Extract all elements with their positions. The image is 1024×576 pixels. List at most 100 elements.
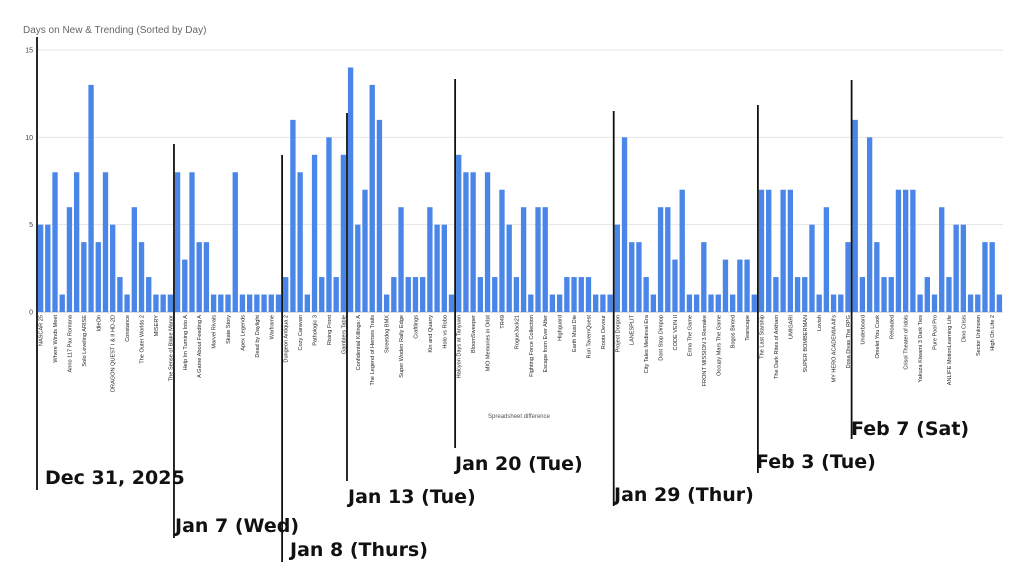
bar	[355, 224, 361, 312]
date-marker-label: Feb 7 (Sat)	[851, 418, 969, 440]
x-tick-label: High On Life 2	[990, 315, 996, 351]
bar	[319, 277, 325, 312]
bar	[153, 294, 159, 312]
bar	[693, 294, 700, 312]
bar	[225, 294, 231, 312]
x-tick-label: The Sense of Blake Manor	[168, 315, 174, 381]
bar	[629, 242, 635, 312]
x-tick-label: Lovish	[817, 315, 823, 331]
x-tick-label: Kin and Quarry	[428, 315, 434, 353]
x-tick-label: Bogos Binted	[731, 315, 737, 348]
x-tick-label: Erma The Game	[687, 315, 693, 356]
x-tick-label: BloomSweeper	[471, 315, 477, 353]
bar	[59, 294, 65, 312]
x-tick-label: Dino Crisis	[961, 315, 967, 342]
bar	[672, 259, 678, 312]
bar	[326, 137, 332, 312]
bar	[456, 154, 462, 312]
bar	[138, 242, 145, 312]
bar	[81, 242, 87, 312]
bar	[838, 294, 844, 312]
bar	[809, 224, 815, 312]
x-tick-label: DRAGON QUEST I & II HD-2D	[111, 315, 117, 392]
bar	[686, 294, 693, 312]
bar	[665, 207, 671, 312]
bar	[787, 189, 793, 312]
bar	[874, 242, 880, 312]
date-marker-label: Jan 29 (Thur)	[612, 484, 754, 506]
y-tick-label: 0	[29, 310, 33, 317]
bar	[910, 189, 916, 312]
bar	[852, 119, 858, 313]
date-marker-label: Jan 20 (Tue)	[453, 453, 583, 475]
bar	[304, 294, 310, 312]
x-tick-label: RogueJack21	[514, 315, 520, 349]
x-tick-label: Tearscape	[745, 315, 751, 341]
x-tick-label: Apex Legends	[240, 315, 246, 351]
bar	[744, 259, 750, 312]
date-marker-label: Jan 8 (Thurs)	[288, 539, 428, 561]
bar	[607, 294, 613, 312]
x-tick-label: Marvel Rivals	[212, 315, 218, 349]
x-tick-label: Roots Devour	[601, 315, 607, 349]
bar	[953, 224, 959, 312]
x-tick-label: Sector Unknown	[976, 315, 982, 356]
bar	[845, 242, 851, 312]
bar	[376, 119, 383, 313]
bar	[484, 172, 491, 312]
bar	[196, 242, 202, 312]
x-tick-label: Solo Leveling ARISE	[82, 315, 88, 367]
x-tick-label: Streetdog BMX	[385, 315, 391, 353]
x-tick-label: Holo vs Robo	[442, 315, 448, 349]
bar	[405, 277, 411, 312]
bar	[679, 189, 685, 312]
bar	[492, 277, 498, 312]
bar	[614, 224, 620, 312]
bar	[45, 224, 51, 312]
bar	[593, 294, 599, 312]
x-tick-label: IdleOn	[96, 315, 102, 331]
x-tick-label: TR49	[500, 315, 506, 329]
x-tick-label: The Outer Worlds 2	[140, 315, 146, 364]
bar	[333, 277, 339, 312]
bar	[751, 294, 757, 312]
bar	[73, 172, 80, 312]
bar	[816, 294, 822, 312]
bar	[528, 294, 534, 312]
x-tick-label: MIO Memories in Orbit	[486, 315, 492, 372]
x-tick-label: Super Woden Rally Edge	[399, 315, 405, 378]
x-tick-label: Where Winds Meet	[53, 315, 59, 363]
bar	[203, 242, 210, 312]
bar	[564, 277, 570, 312]
bar	[802, 277, 808, 312]
bar	[174, 172, 181, 312]
x-tick-label: Pure Pool Pro	[933, 315, 939, 350]
x-tick-label: Dead by Daylight	[255, 315, 261, 358]
bar	[737, 259, 743, 312]
bar	[556, 294, 563, 312]
bar	[866, 137, 873, 312]
x-tick-label: Skate Story	[226, 315, 232, 344]
bar	[463, 172, 469, 312]
bar	[859, 277, 866, 312]
x-tick-label: Crisol Theater of Idols	[904, 315, 910, 370]
bar	[830, 294, 837, 312]
bar	[131, 207, 137, 312]
bar	[636, 242, 642, 312]
bar	[477, 277, 484, 312]
date-marker-label: Jan 7 (Wed)	[173, 515, 299, 537]
bar	[643, 277, 649, 312]
bar	[542, 207, 548, 312]
bar	[499, 189, 505, 312]
bar	[823, 207, 830, 312]
bar	[95, 242, 101, 312]
bar	[506, 224, 512, 312]
bar	[722, 259, 729, 312]
bar	[571, 277, 577, 312]
bar	[239, 294, 246, 312]
x-tick-label: Dont Stop Dimpop	[659, 315, 665, 361]
x-tick-label: MY HERO ACADEMIA All's	[832, 315, 838, 383]
x-axis-title: Spreadsheet difference	[488, 414, 551, 420]
x-tick-label: The Legend of Heroes Trails	[370, 315, 376, 386]
bar	[189, 172, 195, 312]
